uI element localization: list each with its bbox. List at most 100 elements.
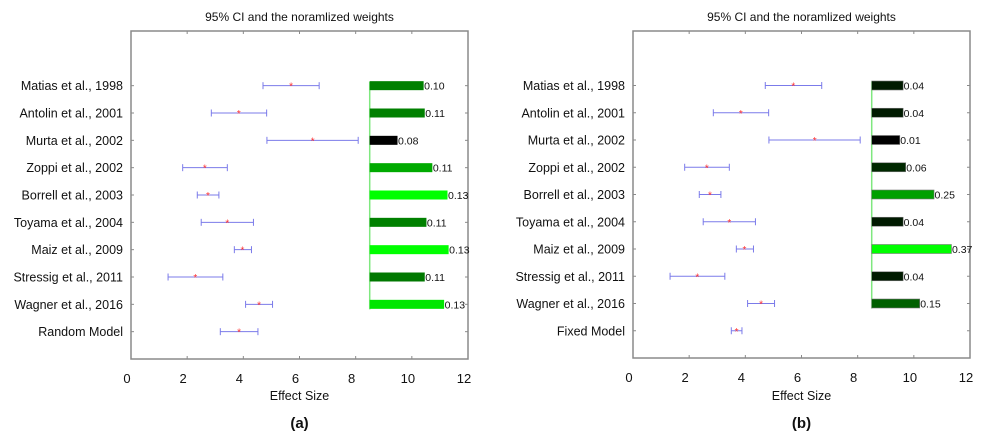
x-tick-label: 8 — [348, 371, 355, 386]
point-estimate-marker: * — [193, 273, 197, 284]
x-tick-label: 12 — [959, 370, 973, 385]
point-estimate-marker: * — [695, 272, 699, 283]
weight-bar — [871, 162, 906, 173]
weight-label: 0.06 — [906, 162, 927, 174]
x-tick-label: 6 — [794, 370, 801, 385]
point-estimate-marker: * — [257, 300, 261, 311]
study-row: Maiz et al., 2009 * 0.37 — [533, 243, 972, 257]
weight-label: 0.04 — [904, 81, 925, 93]
point-estimate-marker: * — [739, 109, 743, 120]
weight-label: 0.08 — [398, 135, 419, 147]
study-row: Fixed Model * — [557, 324, 970, 338]
study-row: Matias et al., 1998 * 0.04 — [523, 79, 970, 93]
point-estimate-marker: * — [241, 246, 245, 257]
x-axis-label: Effect Size — [270, 389, 330, 403]
point-estimate-marker: * — [203, 164, 207, 175]
study-row: Murta et al., 2002 * 0.01 — [528, 134, 970, 148]
study-row: Maiz et al., 2009 * 0.13 — [31, 243, 469, 257]
x-tick-label: 2 — [682, 370, 689, 385]
weight-label: 0.13 — [445, 299, 466, 311]
study-row: Murta et al., 2002 * 0.08 — [26, 134, 468, 148]
x-axis-label: Effect Size — [772, 389, 832, 403]
weight-label: 0.10 — [424, 81, 445, 93]
x-tick-label: 10 — [903, 370, 917, 385]
study-row: Random Model * — [38, 325, 468, 339]
point-estimate-marker: * — [727, 218, 731, 229]
weight-bar — [369, 163, 433, 173]
study-row: Matias et al., 1998 * 0.10 — [21, 79, 468, 93]
x-tick-label: 0 — [625, 370, 632, 385]
study-row: Stressig et al., 2011 * 0.04 — [515, 270, 970, 284]
study-label: Antolin et al., 2001 — [521, 106, 625, 120]
weight-label: 0.11 — [433, 163, 453, 175]
weight-label: 0.04 — [904, 108, 925, 120]
point-estimate-marker: * — [735, 327, 739, 338]
study-row: Zoppi et al., 2002 * 0.06 — [528, 161, 970, 175]
x-tick-label: 0 — [123, 371, 130, 386]
x-tick-label: 8 — [850, 370, 857, 385]
x-tick-label: 12 — [457, 371, 471, 386]
study-label: Maiz et al., 2009 — [533, 243, 625, 257]
weight-label: 0.11 — [425, 272, 445, 284]
weight-label: 0.13 — [448, 190, 469, 202]
panel-label: (a) — [290, 415, 308, 432]
chart-title: 95% CI and the noramlized weights — [205, 10, 394, 24]
study-row: Antolin et al., 2001 * 0.04 — [521, 106, 970, 120]
weight-label: 0.13 — [449, 245, 470, 257]
study-row: Antolin et al., 2001 * 0.11 — [19, 107, 468, 121]
weight-label: 0.04 — [904, 271, 925, 283]
point-estimate-marker: * — [289, 82, 293, 93]
weight-bar — [871, 271, 904, 282]
study-row: Zoppi et al., 2002 * 0.11 — [26, 161, 468, 175]
study-row: Wagner et al., 2016 * 0.13 — [14, 298, 468, 312]
chart-panel-b: 95% CI and the noramlized weights 0 2 4 6 8 10… — [515, 10, 973, 432]
study-label: Toyama et al., 2004 — [14, 216, 123, 230]
point-estimate-marker: * — [708, 191, 712, 202]
study-label: Matias et al., 1998 — [523, 79, 625, 93]
x-tick-label: 10 — [401, 371, 415, 386]
panel-label: (b) — [792, 415, 811, 432]
study-row: Borrell et al., 2003 * 0.25 — [524, 188, 970, 202]
x-tick-label: 4 — [236, 371, 243, 386]
weight-bar — [871, 80, 904, 91]
weight-bar — [369, 190, 448, 200]
weight-bar — [871, 135, 901, 145]
study-label: Toyama et al., 2004 — [516, 215, 625, 229]
chart-panel-a: 95% CI and the noramlized weights 0 2 4 6 8 10… — [13, 10, 471, 432]
weight-bar — [369, 81, 424, 91]
study-label: Matias et al., 1998 — [21, 79, 123, 93]
study-label: Wagner et al., 2016 — [14, 298, 123, 312]
study-label: Random Model — [38, 325, 123, 339]
study-row: Toyama et al., 2004 * 0.11 — [14, 216, 468, 230]
point-estimate-marker: * — [311, 136, 315, 147]
chart-title: 95% CI and the noramlized weights — [707, 10, 896, 24]
weight-bar — [369, 135, 398, 145]
point-estimate-marker: * — [206, 191, 210, 202]
x-tick-label: 2 — [180, 371, 187, 386]
study-label: Stressig et al., 2011 — [515, 270, 625, 284]
study-label: Antolin et al., 2001 — [19, 107, 123, 121]
weight-bar — [871, 244, 952, 254]
weight-bar — [871, 216, 904, 227]
weight-bar — [369, 217, 427, 227]
weight-label: 0.37 — [952, 244, 973, 256]
weight-label: 0.15 — [920, 299, 941, 311]
point-estimate-marker: * — [237, 109, 241, 120]
study-row: Toyama et al., 2004 * 0.04 — [516, 215, 970, 229]
point-estimate-marker: * — [225, 218, 229, 229]
study-label: Maiz et al., 2009 — [31, 243, 123, 257]
study-label: Wagner et al., 2016 — [516, 297, 625, 311]
study-label: Murta et al., 2002 — [528, 134, 625, 148]
weight-label: 0.01 — [900, 135, 921, 147]
study-label: Zoppi et al., 2002 — [26, 161, 123, 175]
weight-bar — [871, 189, 935, 200]
point-estimate-marker: * — [743, 245, 747, 256]
study-label: Zoppi et al., 2002 — [528, 161, 625, 175]
weight-bar — [369, 245, 449, 255]
weight-bar — [369, 299, 445, 309]
study-label: Stressig et al., 2011 — [13, 271, 123, 285]
point-estimate-marker: * — [237, 328, 241, 339]
point-estimate-marker: * — [705, 163, 709, 174]
study-label: Murta et al., 2002 — [26, 134, 123, 148]
weight-label: 0.11 — [425, 108, 445, 120]
